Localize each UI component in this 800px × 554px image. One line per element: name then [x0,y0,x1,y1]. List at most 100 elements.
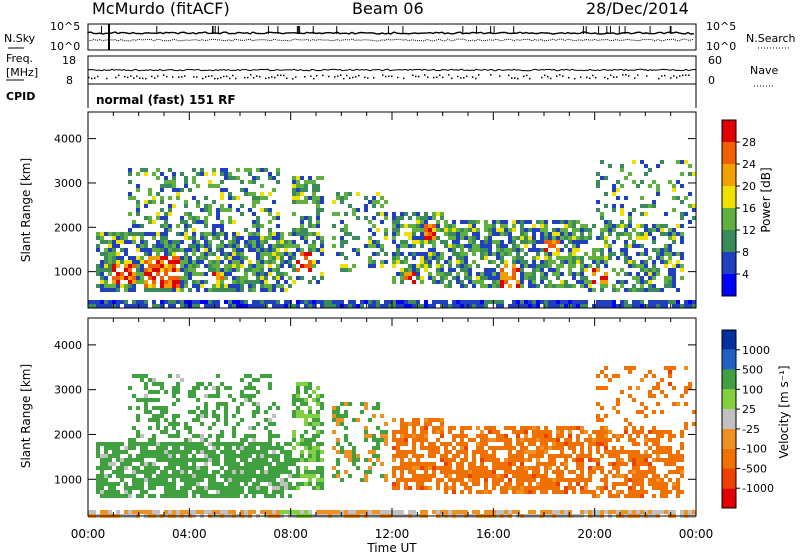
velocity-cell [152,438,156,442]
colorbar-tick-label: 12 [742,224,756,237]
velocity-cell [428,462,432,466]
nave-point [142,77,144,80]
power-cell [548,232,552,236]
velocity-cell [564,438,568,442]
velocity-cell [164,450,168,454]
power-cell [316,224,320,228]
velocity-cell [552,446,556,450]
velocity-cell [140,374,144,378]
velocity-cell [316,410,320,414]
power-cell [556,276,560,280]
velocity-cell [508,426,512,430]
power-cell [212,288,216,292]
velocity-cell [184,422,188,426]
velocity-cell [636,466,640,470]
velocity-cell [220,474,224,478]
power-cell [180,172,184,176]
velocity-cell [104,490,108,494]
power-cell [284,244,288,248]
velocity-cell [672,482,676,486]
velocity-cell [248,466,252,470]
power-cell [580,276,584,280]
power-cell [644,212,648,216]
power-cell [548,252,552,256]
velocity-cell [448,458,452,462]
power-cell [152,244,156,248]
power-cell [612,188,616,192]
power-cell [252,180,256,184]
power-cell [164,288,168,292]
velocity-cell [512,470,516,474]
power-cell [176,268,180,272]
power-cell [180,304,184,308]
power-cell [192,180,196,184]
power-cell [584,280,588,284]
power-cell [212,224,216,228]
velocity-cell [440,426,444,430]
power-cell [552,252,556,256]
power-cell [392,280,396,284]
velocity-cell [348,474,352,478]
velocity-cell [452,482,456,486]
velocity-cell [276,434,280,438]
velocity-cell [684,386,688,390]
power-cell [204,252,208,256]
velocity-cell [468,478,472,482]
power-cell [228,176,232,180]
power-cell [280,272,284,276]
velocity-cell [164,458,168,462]
power-cell [316,200,320,204]
velocity-cell [88,510,92,514]
velocity-cell [160,446,164,450]
power-cell [392,212,396,216]
power-cell [548,304,552,308]
velocity-cell [292,430,296,434]
velocity-cell [548,478,552,482]
power-cell [276,216,280,220]
power-cell [300,216,304,220]
velocity-cell [156,442,160,446]
power-cell [536,300,540,304]
velocity-cell [172,466,176,470]
velocity-cell [552,442,556,446]
velocity-cell [516,482,520,486]
power-cell [692,172,696,176]
velocity-cell [120,450,124,454]
power-cell [588,288,592,292]
colorbar-segment [722,120,736,142]
power-cell [620,248,624,252]
power-cell [192,228,196,232]
velocity-cell [664,510,668,514]
power-cell [240,256,244,260]
velocity-cell [620,458,624,462]
power-cell [212,168,216,172]
power-cell [228,256,232,260]
velocity-cell [336,414,340,418]
power-cell [160,300,164,304]
velocity-cell [136,482,140,486]
velocity-cell [628,454,632,458]
power-cell [180,284,184,288]
power-cell [588,232,592,236]
velocity-cell [404,438,408,442]
velocity-cell [528,450,532,454]
power-cell [256,300,260,304]
velocity-cell [516,454,520,458]
velocity-cell [148,474,152,478]
velocity-cell [544,462,548,466]
power-cell [224,284,228,288]
velocity-cell [232,490,236,494]
velocity-cell [628,434,632,438]
nave-point [646,75,648,77]
velocity-cell [396,510,400,514]
power-cell [504,228,508,232]
power-cell [252,212,256,216]
power-cell [536,284,540,288]
power-cell [624,288,628,292]
velocity-cell [484,470,488,474]
velocity-cell [604,414,608,418]
velocity-cell [528,474,532,478]
power-cell [508,240,512,244]
velocity-cell [240,390,244,394]
power-cell [296,180,300,184]
